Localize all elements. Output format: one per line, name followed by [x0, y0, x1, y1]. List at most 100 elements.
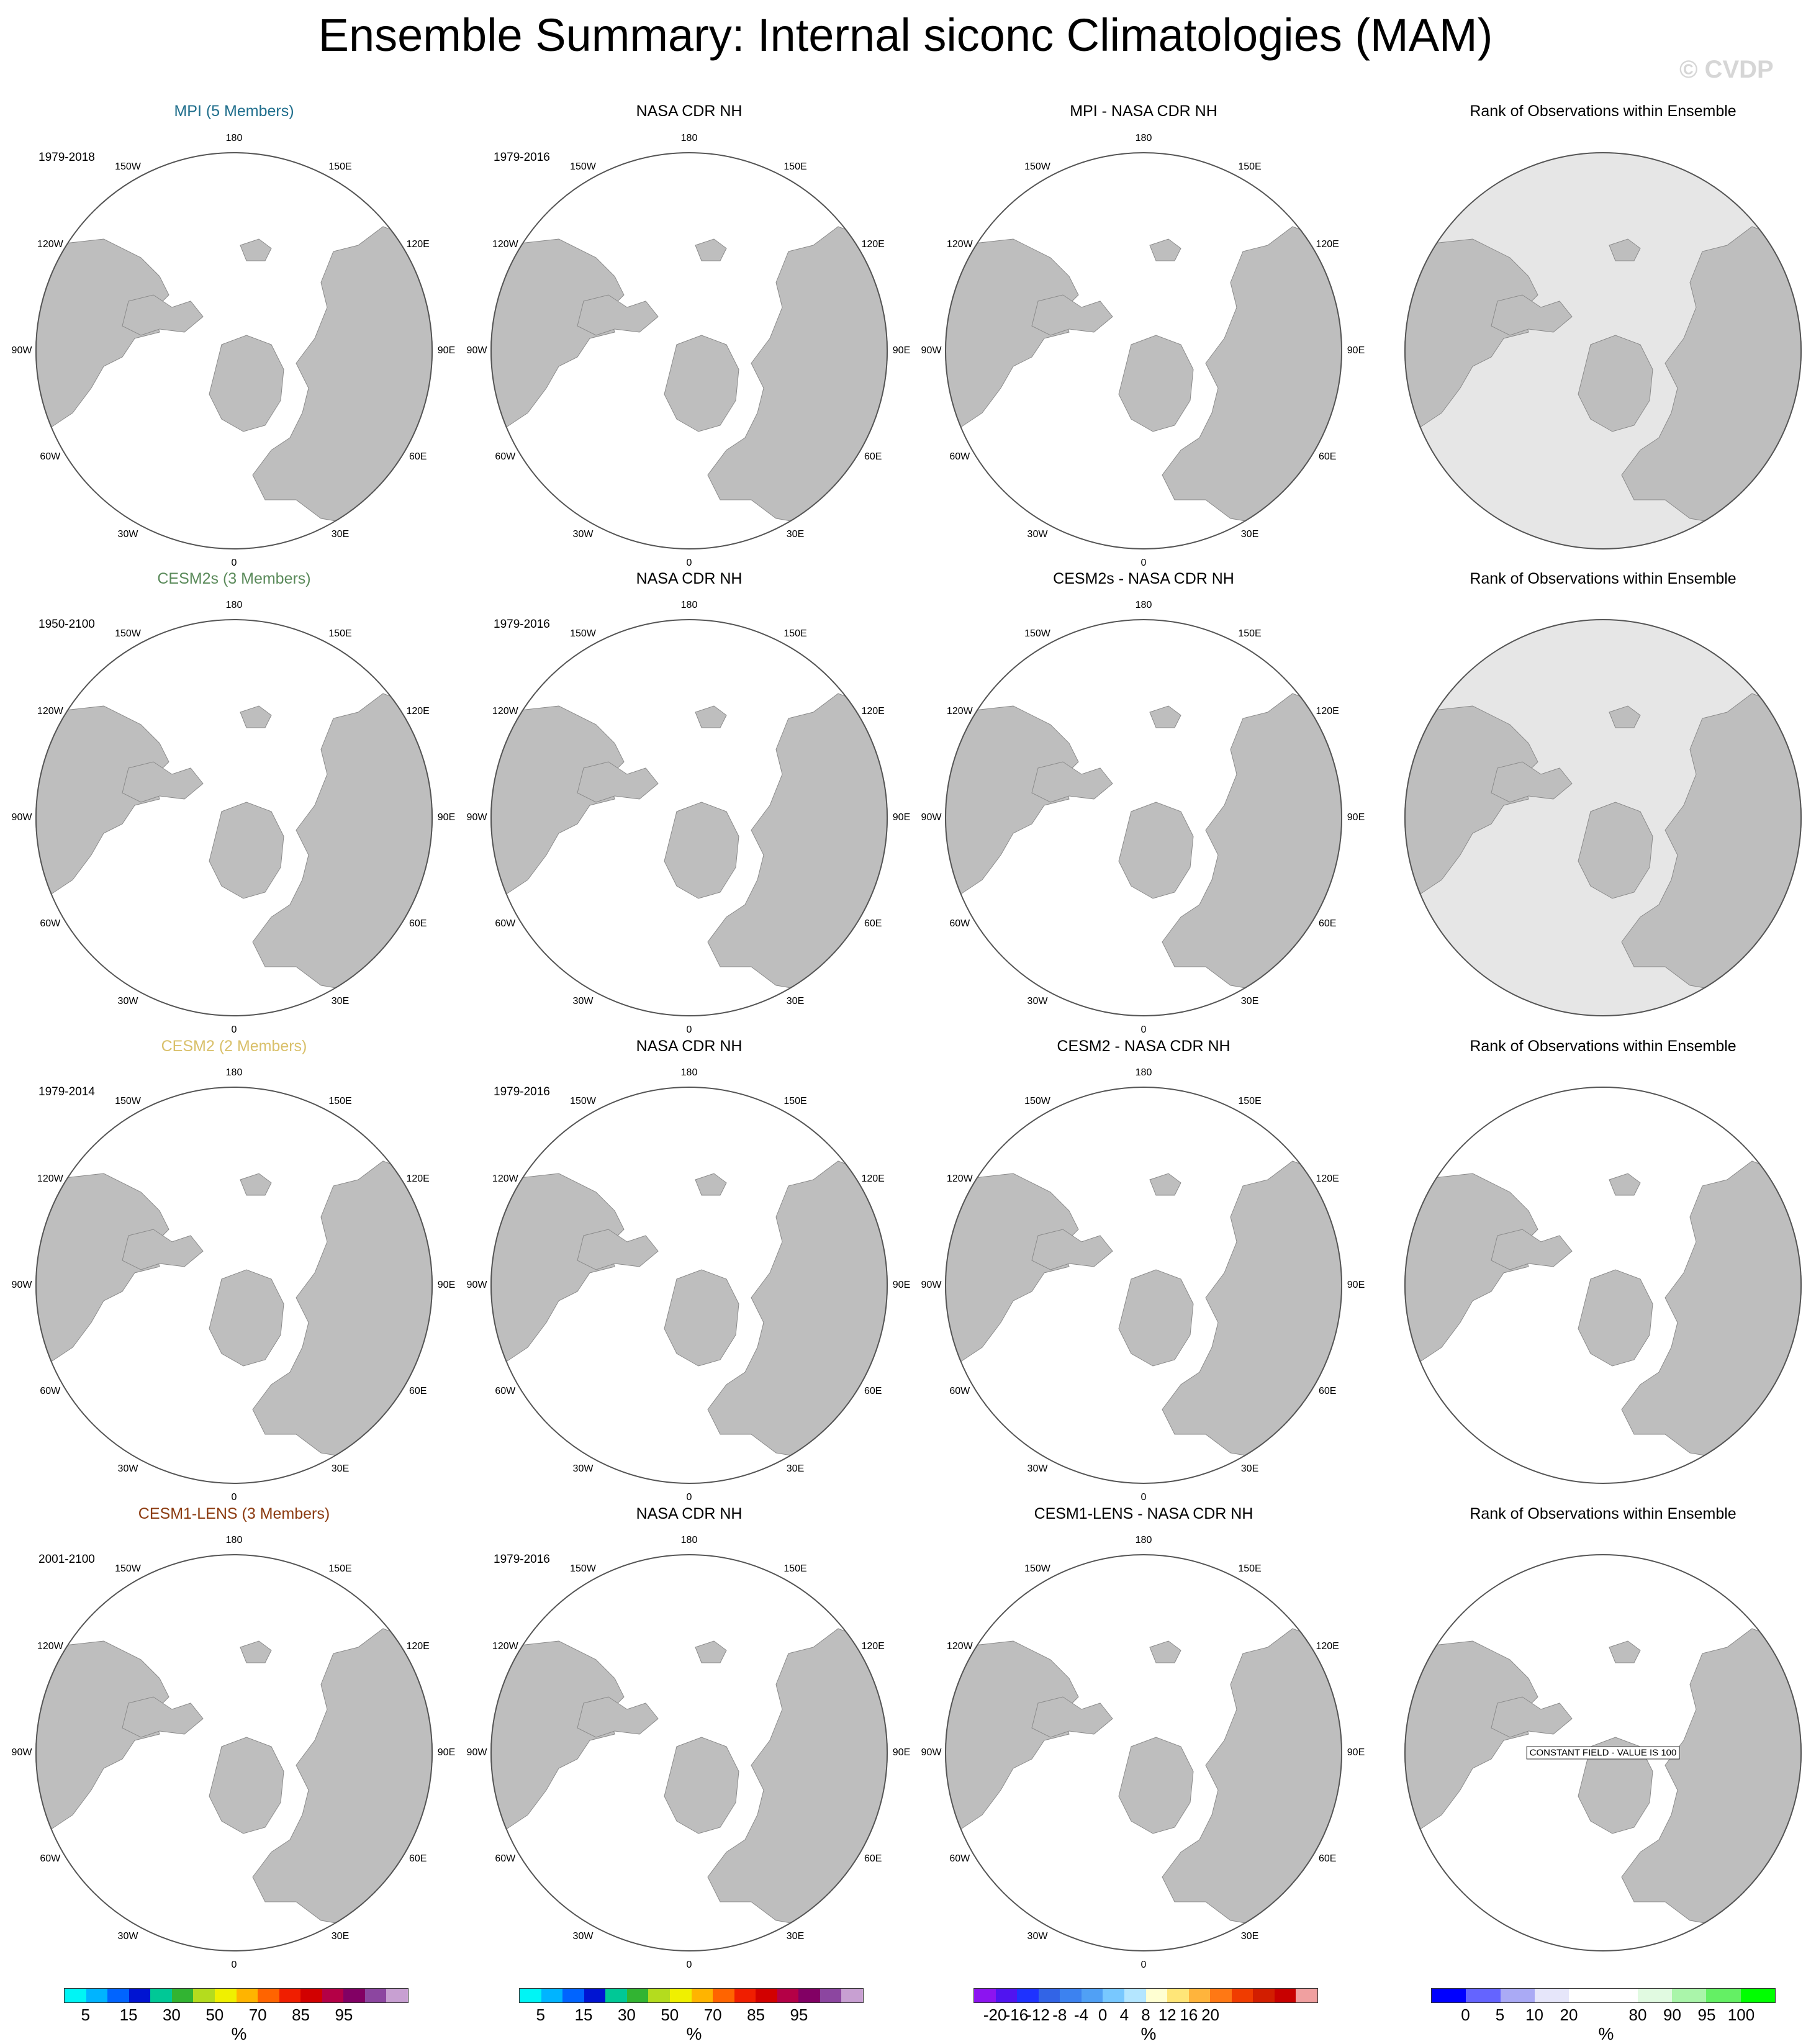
longitude-label: 120W [492, 1173, 518, 1184]
longitude-label: 120E [1316, 706, 1339, 717]
colorbar-swatch [541, 1989, 563, 2002]
colorbar-swatch [1432, 1989, 1466, 2002]
longitude-label: 90W [466, 1747, 487, 1758]
longitude-label: 120E [1316, 1641, 1339, 1652]
colorbar-swatch [713, 1989, 734, 2002]
colorbar-tick-label: 8 [1141, 2006, 1150, 2024]
longitude-label: 150W [1024, 1563, 1050, 1574]
colorbar-swatch [279, 1989, 301, 2002]
land-mass [695, 238, 727, 261]
colorbar-swatch [1603, 1989, 1638, 2002]
colorbar [973, 1988, 1318, 2003]
polar-map [945, 619, 1342, 1016]
longitude-label: 0 [686, 1492, 692, 1503]
longitude-label: 150W [1024, 161, 1050, 172]
longitude-label: 30E [331, 529, 350, 540]
land-mass [240, 1640, 272, 1663]
longitude-label: 0 [231, 1960, 237, 1970]
map-frame [35, 152, 433, 549]
constant-field-note: CONSTANT FIELD - VALUE IS 100 [1526, 1746, 1680, 1760]
land-mass [1609, 238, 1641, 261]
longitude-label: 90W [921, 1747, 942, 1758]
longitude-label: 180 [1135, 600, 1152, 610]
longitude-label: 150E [1238, 1095, 1262, 1106]
period-label: 1979-2016 [494, 1085, 550, 1098]
longitude-label: 30E [1240, 529, 1259, 540]
longitude-label: 120E [406, 1173, 430, 1184]
land-mass [577, 1229, 659, 1270]
longitude-label: 90E [892, 345, 911, 356]
land-mass [1578, 1737, 1653, 1834]
colorbar-swatch [841, 1989, 863, 2002]
longitude-label: 150W [115, 1095, 141, 1106]
colorbar-tick-label: 70 [248, 2006, 267, 2024]
land-mass [664, 802, 739, 899]
land-mass [707, 1628, 888, 1927]
longitude-label: 60W [40, 1853, 61, 1864]
longitude-label: 60W [495, 1853, 516, 1864]
longitude-label: 60E [409, 1386, 427, 1396]
longitude-label: 90W [11, 812, 32, 823]
colorbar-tick-label: 20 [1560, 2006, 1578, 2024]
map-frame [945, 1554, 1342, 1951]
colorbar-swatch [1706, 1989, 1741, 2002]
map-frame [945, 619, 1342, 1016]
land-mass [1031, 761, 1113, 803]
colorbar-swatch [1740, 1989, 1775, 2002]
longitude-label: 150W [1024, 628, 1050, 639]
colorbar-tick-label: 90 [1663, 2006, 1681, 2024]
panel-title: CESM1-LENS (3 Members) [138, 1505, 330, 1522]
longitude-label: 0 [231, 1492, 237, 1503]
land-mass [577, 1696, 659, 1738]
land-mass [1031, 1696, 1113, 1738]
colorbar-swatch [1569, 1989, 1604, 2002]
map-frame [35, 1554, 433, 1951]
longitude-label: 120W [946, 1641, 973, 1652]
map-frame [490, 619, 888, 1016]
longitude-label: 30E [331, 1463, 350, 1475]
colorbar-tick-label: 0 [1098, 2006, 1108, 2024]
colorbar-swatch [193, 1989, 215, 2002]
land-mass [240, 238, 272, 261]
colorbar-swatch [214, 1989, 237, 2002]
colorbar-unit: % [1598, 2024, 1614, 2043]
longitude-label: 90E [437, 1280, 456, 1290]
colorbar-tick-label: 20 [1201, 2006, 1220, 2024]
colorbar-tick-label: 95 [335, 2006, 353, 2024]
longitude-label: 0 [1140, 558, 1147, 568]
land-mass [707, 1160, 888, 1460]
land-mass [1162, 1628, 1342, 1927]
colorbar-swatch [734, 1989, 756, 2002]
colorbar-swatch [669, 1989, 692, 2002]
longitude-label: 150E [1238, 1563, 1262, 1574]
land-mass [1162, 693, 1342, 992]
land-mass [1621, 1160, 1802, 1460]
map-frame [1404, 619, 1802, 1016]
longitude-label: 30E [331, 996, 350, 1007]
longitude-label: 30W [572, 529, 594, 540]
longitude-label: 150E [328, 1095, 352, 1106]
land-mass [122, 1229, 204, 1270]
longitude-label: 120W [37, 1173, 63, 1184]
panel-title: CESM2 (2 Members) [161, 1038, 307, 1055]
longitude-label: 180 [225, 1067, 243, 1078]
longitude-label: 180 [680, 133, 698, 143]
panel-title: NASA CDR NH [636, 102, 743, 120]
colorbar-tick-label: 95 [790, 2006, 808, 2024]
land-mass [252, 1628, 433, 1927]
colorbar-swatch [1637, 1989, 1673, 2002]
colorbar-swatch [86, 1989, 108, 2002]
map-frame [1404, 1554, 1802, 1951]
longitude-label: 150E [328, 628, 352, 639]
land-mass [695, 705, 727, 728]
colorbar-tick-label: 15 [574, 2006, 593, 2024]
polar-map [1404, 1554, 1802, 1951]
longitude-label: 90W [11, 1747, 32, 1758]
longitude-label: 90E [892, 812, 911, 823]
longitude-label: 90W [11, 345, 32, 356]
longitude-label: 180 [225, 133, 243, 143]
longitude-label: 120W [946, 706, 973, 717]
colorbar-tick-label: 50 [661, 2006, 679, 2024]
map-frame [490, 1554, 888, 1951]
longitude-label: 90W [11, 1280, 32, 1290]
